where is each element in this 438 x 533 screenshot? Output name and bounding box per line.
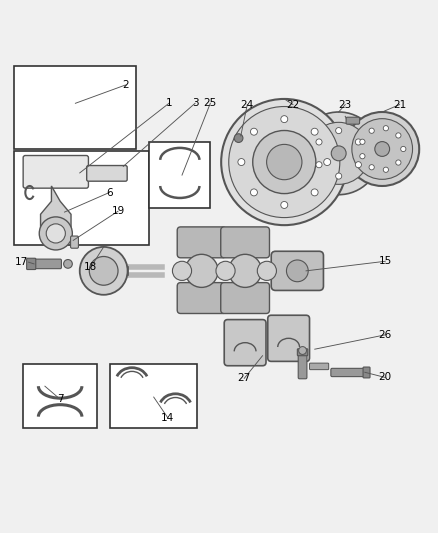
Circle shape [324, 158, 331, 166]
Text: 14: 14 [161, 413, 174, 423]
FancyBboxPatch shape [331, 368, 366, 377]
Circle shape [257, 261, 276, 280]
Circle shape [80, 247, 127, 295]
Circle shape [355, 161, 361, 168]
Circle shape [311, 189, 318, 196]
FancyBboxPatch shape [177, 227, 226, 258]
Text: 22: 22 [286, 100, 300, 110]
Circle shape [234, 134, 243, 142]
Circle shape [375, 142, 390, 156]
Circle shape [299, 346, 307, 354]
Circle shape [286, 260, 308, 282]
Circle shape [221, 99, 347, 225]
FancyBboxPatch shape [27, 258, 36, 270]
Circle shape [173, 261, 191, 280]
Text: 15: 15 [378, 256, 392, 266]
Text: 27: 27 [238, 373, 251, 383]
Circle shape [355, 139, 361, 145]
Polygon shape [41, 186, 71, 238]
Circle shape [311, 128, 318, 135]
FancyBboxPatch shape [268, 315, 310, 361]
Text: 1: 1 [166, 98, 172, 108]
Text: 26: 26 [378, 330, 392, 340]
FancyBboxPatch shape [271, 251, 323, 290]
Circle shape [383, 167, 389, 172]
Text: 20: 20 [379, 373, 392, 383]
Circle shape [185, 254, 218, 287]
Circle shape [89, 256, 118, 285]
Text: 19: 19 [111, 206, 125, 216]
Circle shape [229, 254, 261, 287]
Circle shape [396, 133, 401, 138]
FancyBboxPatch shape [23, 365, 97, 427]
Circle shape [39, 217, 72, 250]
FancyBboxPatch shape [14, 66, 136, 149]
Circle shape [238, 158, 245, 166]
Text: 3: 3 [192, 98, 198, 108]
FancyBboxPatch shape [297, 349, 308, 356]
Circle shape [336, 173, 342, 179]
Circle shape [383, 126, 389, 131]
Circle shape [251, 128, 258, 135]
FancyBboxPatch shape [298, 352, 307, 379]
Circle shape [396, 160, 401, 165]
FancyBboxPatch shape [87, 166, 127, 181]
Circle shape [307, 123, 370, 184]
Circle shape [216, 261, 235, 280]
Circle shape [360, 154, 365, 159]
FancyBboxPatch shape [221, 282, 269, 313]
Circle shape [316, 161, 322, 168]
Text: 25: 25 [204, 98, 217, 108]
FancyBboxPatch shape [149, 142, 210, 208]
Circle shape [336, 127, 342, 134]
Circle shape [281, 201, 288, 208]
Text: 2: 2 [122, 80, 129, 90]
Circle shape [369, 165, 374, 170]
FancyBboxPatch shape [224, 320, 266, 366]
Text: 18: 18 [84, 262, 97, 272]
Text: 17: 17 [15, 257, 28, 267]
Circle shape [360, 139, 365, 144]
Circle shape [229, 107, 340, 217]
FancyBboxPatch shape [23, 156, 88, 188]
FancyBboxPatch shape [33, 259, 61, 269]
Circle shape [369, 128, 374, 133]
Text: 7: 7 [57, 394, 64, 404]
Text: 24: 24 [240, 100, 254, 110]
Text: 23: 23 [339, 100, 352, 110]
Circle shape [331, 146, 346, 161]
Circle shape [345, 112, 419, 186]
Circle shape [297, 112, 380, 195]
FancyBboxPatch shape [310, 363, 328, 370]
Circle shape [352, 119, 413, 179]
Circle shape [251, 189, 258, 196]
FancyBboxPatch shape [14, 151, 149, 245]
FancyBboxPatch shape [363, 367, 370, 378]
Circle shape [281, 116, 288, 123]
Circle shape [267, 144, 302, 180]
FancyBboxPatch shape [346, 117, 360, 124]
FancyBboxPatch shape [110, 365, 197, 427]
FancyBboxPatch shape [71, 236, 78, 248]
FancyBboxPatch shape [177, 282, 226, 313]
Circle shape [401, 147, 406, 151]
Text: 6: 6 [106, 188, 113, 198]
FancyBboxPatch shape [221, 227, 269, 258]
Circle shape [253, 131, 316, 193]
Circle shape [316, 139, 322, 145]
Circle shape [46, 224, 65, 243]
Circle shape [64, 260, 72, 268]
Text: 21: 21 [393, 100, 406, 110]
